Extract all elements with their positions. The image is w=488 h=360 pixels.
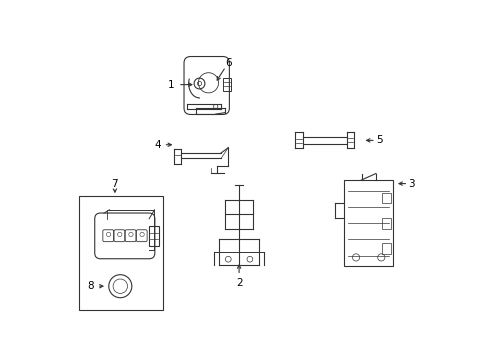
Text: 6: 6 [224,58,231,68]
Bar [382,218,390,229]
Bar [149,226,159,246]
Text: 7: 7 [111,179,118,189]
Bar [223,78,230,91]
Text: 3: 3 [408,179,414,189]
Bar [344,180,392,266]
Text: 2: 2 [235,278,242,288]
Text: 1: 1 [167,80,174,90]
Text: 8: 8 [87,281,94,291]
Bar [79,196,163,310]
Text: 4: 4 [154,140,161,150]
Text: 5: 5 [375,135,382,145]
Bar [382,193,390,203]
Bar [382,243,390,254]
